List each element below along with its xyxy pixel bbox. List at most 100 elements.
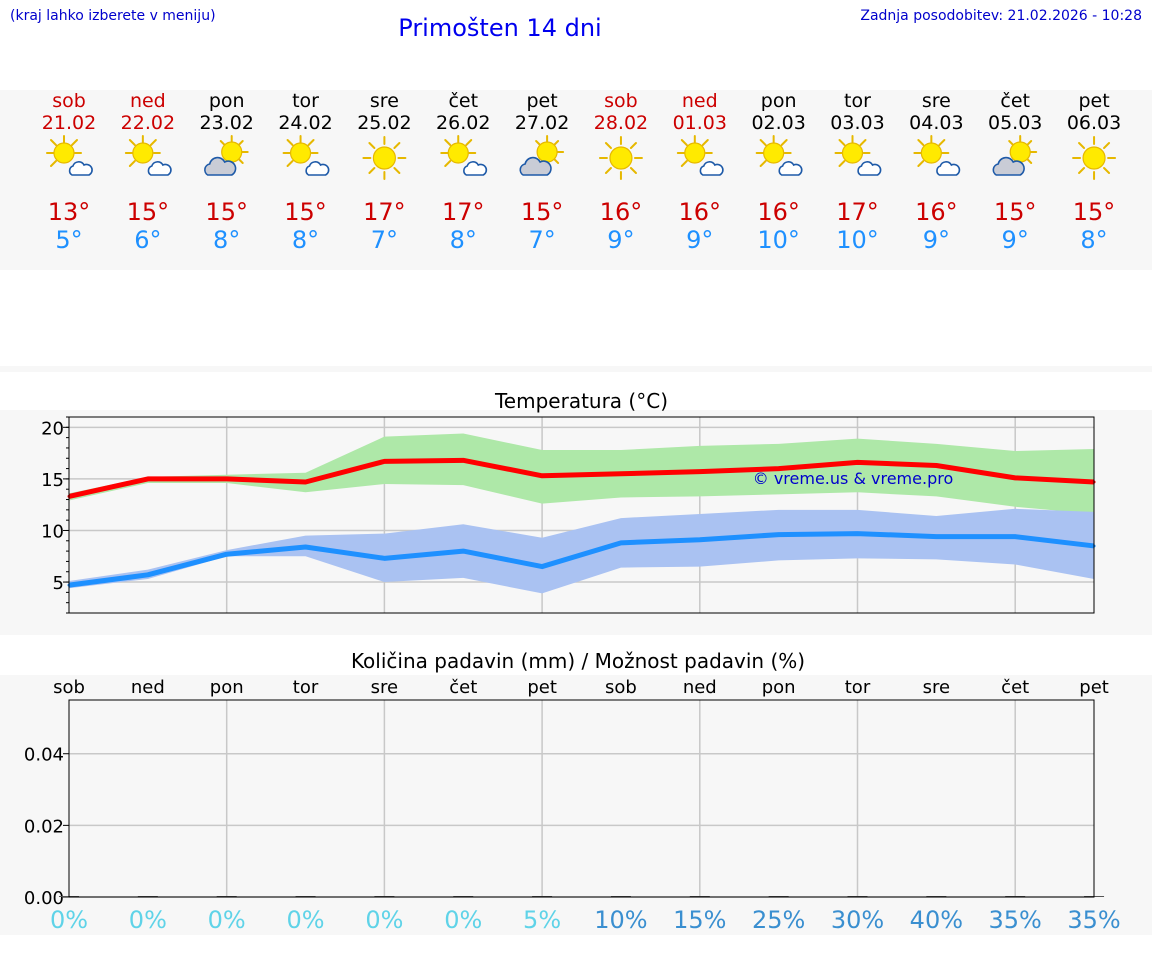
forecast-min-temp: 5°: [55, 226, 82, 254]
forecast-min-temp: 9°: [1002, 226, 1029, 254]
forecast-max-temp: 17°: [363, 198, 406, 226]
forecast-max-temp: 17°: [442, 198, 485, 226]
precip-day-label: pon: [210, 677, 244, 698]
precip-day-label: tor: [293, 677, 319, 698]
forecast-band: [0, 90, 1152, 270]
max-temp-point: [304, 480, 308, 484]
precip-day-label: ned: [683, 677, 717, 698]
forecast-min-temp: 9°: [607, 226, 634, 254]
precip-probability: 0%: [287, 906, 325, 934]
forecast-day-name: ned: [682, 90, 718, 112]
precip-y-tick-label: 0.00: [24, 888, 64, 909]
forecast-max-temp: 16°: [757, 198, 800, 226]
forecast-row: sob21.0213°5°ned22.0215°6°pon23.0215°8°t…: [42, 90, 1121, 254]
precip-probability: 25%: [752, 906, 805, 934]
precip-day-label: sob: [605, 677, 637, 698]
forecast-date: 27.02: [515, 112, 569, 134]
forecast-min-temp: 8°: [292, 226, 319, 254]
sun-cloud-icon: [834, 135, 882, 176]
forecast-max-temp: 16°: [600, 198, 643, 226]
precip-probability: 35%: [989, 906, 1042, 934]
sun-cloud-icon: [124, 135, 172, 176]
forecast-max-temp: 15°: [284, 198, 327, 226]
forecast-date: 01.03: [673, 112, 727, 134]
max-temp-point: [698, 470, 702, 474]
last-updated: Zadnja posodobitev: 21.02.2026 - 10:28: [860, 8, 1142, 24]
precip-day-label: ned: [131, 677, 165, 698]
precip-probability: 0%: [444, 906, 482, 934]
precip-day-label: pon: [762, 677, 796, 698]
forecast-date: 05.03: [988, 112, 1042, 134]
forecast-max-temp: 15°: [127, 198, 170, 226]
forecast-day-name: tor: [844, 90, 871, 112]
sun-icon: [362, 136, 407, 180]
forecast-day-name: pet: [526, 90, 557, 112]
forecast-min-temp: 9°: [686, 226, 713, 254]
temp-y-tick-label: 20: [41, 418, 64, 439]
max-temp-point: [1013, 476, 1017, 480]
forecast-max-temp: 17°: [836, 198, 879, 226]
forecast-date: 04.03: [909, 112, 963, 134]
min-temp-point: [225, 552, 229, 556]
forecast-day-name: pon: [761, 90, 797, 112]
forecast-date: 25.02: [357, 112, 411, 134]
sun-icon: [598, 136, 643, 180]
precip-probability: 15%: [673, 906, 726, 934]
forecast-date: 23.02: [199, 112, 253, 134]
precipitation-chart: Količina padavin (mm) / Možnost padavin …: [24, 649, 1121, 934]
sun-cloud-icon: [282, 135, 330, 176]
forecast-day-name: čet: [1000, 90, 1030, 112]
precipitation-band: [0, 675, 1152, 935]
precip-chart-title: Količina padavin (mm) / Možnost padavin …: [351, 649, 805, 673]
temp-plot-frame: [68, 416, 1095, 614]
precip-probability: 35%: [1067, 906, 1120, 934]
forecast-min-temp: 10°: [836, 226, 879, 254]
forecast-min-temp: 8°: [1080, 226, 1107, 254]
precip-day-label: sob: [53, 677, 85, 698]
max-temp-point: [777, 467, 781, 471]
forecast-max-temp: 15°: [1073, 198, 1116, 226]
precip-probability: 30%: [831, 906, 884, 934]
min-temp-point: [934, 535, 938, 539]
forecast-date: 06.03: [1067, 112, 1121, 134]
precip-probability: 0%: [365, 906, 403, 934]
location-hint: (kraj lahko izberete v meniju): [10, 8, 216, 24]
forecast-date: 26.02: [436, 112, 490, 134]
min-temp-point: [304, 545, 308, 549]
watermark: © vreme.us & vreme.pro: [753, 469, 954, 488]
forecast-date: 22.02: [121, 112, 175, 134]
forecast-max-temp: 16°: [679, 198, 722, 226]
max-temp-point: [461, 458, 465, 462]
temp-y-tick-label: 10: [41, 521, 64, 542]
precip-probability: 0%: [50, 906, 88, 934]
min-temp-band: [69, 508, 1095, 594]
cloud-sun-icon: [203, 135, 249, 176]
forecast-min-temp: 9°: [923, 226, 950, 254]
forecast-min-temp: 6°: [134, 226, 161, 254]
forecast-day-name: pet: [1078, 90, 1109, 112]
precip-day-label: čet: [1001, 677, 1029, 698]
forecast-min-temp: 8°: [213, 226, 240, 254]
min-temp-line: [68, 531, 1095, 588]
cloud-sun-icon: [992, 135, 1038, 176]
precip-y-tick-label: 0.02: [24, 816, 64, 837]
min-temp-point: [1013, 535, 1017, 539]
precip-probability: 40%: [910, 906, 963, 934]
forecast-day-name: sre: [370, 90, 399, 112]
precip-day-label: sre: [371, 677, 398, 698]
forecast-max-temp: 15°: [521, 198, 564, 226]
forecast-date: 21.02: [42, 112, 96, 134]
precip-day-label: tor: [845, 677, 871, 698]
temp-y-tick-label: 15: [41, 470, 64, 491]
precip-probability: 5%: [523, 906, 561, 934]
forecast-max-temp: 16°: [915, 198, 958, 226]
precip-day-label: čet: [449, 677, 477, 698]
precip-day-label: pet: [1079, 677, 1109, 698]
precip-probability: 0%: [208, 906, 246, 934]
precip-day-label: sre: [923, 677, 950, 698]
max-temp-point: [856, 460, 859, 464]
forecast-max-temp: 15°: [994, 198, 1037, 226]
temperature-chart: Temperatura (°C) 5 10 15 20 © vreme.us & vrem…: [41, 389, 1096, 614]
sun-icon: [1072, 136, 1117, 180]
forecast-day-name: tor: [292, 90, 319, 112]
